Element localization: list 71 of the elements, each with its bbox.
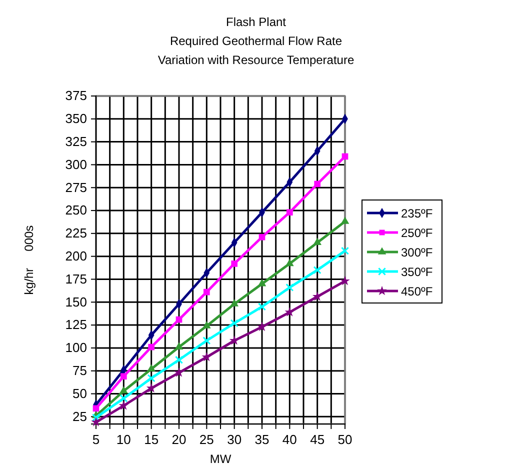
x-tick-label: 15 [144, 432, 159, 448]
point [284, 307, 295, 316]
point [229, 335, 240, 345]
point [174, 368, 184, 377]
legend-label: 350ºF [401, 265, 433, 279]
x-tick-label: 10 [116, 432, 131, 448]
point [286, 209, 293, 216]
legend-label: 300ºF [401, 246, 433, 260]
y-tick-label: 125 [65, 317, 87, 332]
point [92, 405, 100, 412]
y-tick-label: 50 [72, 386, 87, 401]
point [176, 316, 182, 323]
y-tick-label: 150 [65, 294, 87, 310]
y-tick-label: 325 [65, 134, 87, 149]
point [120, 386, 128, 394]
point [340, 276, 350, 286]
y-tick-label: 300 [65, 156, 87, 172]
y-tick-label: 350 [65, 111, 87, 126]
point [231, 260, 238, 267]
point [202, 352, 212, 362]
point [174, 342, 184, 350]
y-axis-title: kg/hr 000s [22, 225, 36, 295]
point [258, 302, 266, 311]
point [230, 319, 238, 328]
x-tick-label: 30 [227, 432, 242, 448]
y-tick-label: 375 [65, 88, 87, 104]
x-tick-label: 25 [199, 432, 214, 448]
y-tick-label: 75 [72, 363, 87, 378]
point [313, 238, 322, 245]
point [286, 258, 294, 266]
point [257, 322, 267, 332]
point [340, 216, 350, 224]
x-tick-label: 50 [338, 432, 352, 448]
y-tick-label: 225 [65, 226, 87, 241]
point [258, 234, 266, 240]
point [342, 153, 348, 160]
x-tick-label: 35 [254, 432, 270, 448]
x-tick-label: 40 [282, 432, 297, 448]
point [258, 279, 266, 286]
point [286, 283, 294, 292]
legend-label: 250ºF [401, 226, 433, 240]
point [148, 344, 154, 350]
point [146, 383, 156, 392]
point [202, 336, 211, 345]
x-tick-label: 45 [310, 432, 325, 448]
point [147, 364, 156, 372]
point [340, 246, 350, 255]
y-tick-label: 175 [65, 271, 87, 286]
point [313, 266, 322, 274]
point [230, 299, 238, 306]
point [202, 321, 211, 328]
point [314, 180, 320, 188]
chart-subtitle: Required Geothermal Flow Rate Variation with Resource Temperature [158, 34, 354, 67]
point [312, 291, 322, 301]
point [174, 356, 184, 364]
y-tick-label: 100 [65, 340, 87, 356]
point [118, 400, 129, 410]
x-tick-label: 20 [172, 432, 186, 448]
x-axis-title: MW [210, 452, 232, 466]
y-tick-label: 200 [65, 248, 87, 264]
point [204, 288, 210, 296]
y-tick-label: 250 [65, 202, 87, 218]
y-tick-label: 275 [65, 180, 87, 195]
legend-label: 235ºF [401, 206, 433, 220]
point [120, 394, 128, 402]
point [147, 374, 156, 382]
legend-label: 450ºF [401, 284, 433, 298]
x-tick-label: 5 [92, 432, 100, 448]
y-tick-label: 25 [72, 408, 87, 424]
point [120, 373, 127, 380]
chart-title: Flash Plant [226, 15, 287, 29]
